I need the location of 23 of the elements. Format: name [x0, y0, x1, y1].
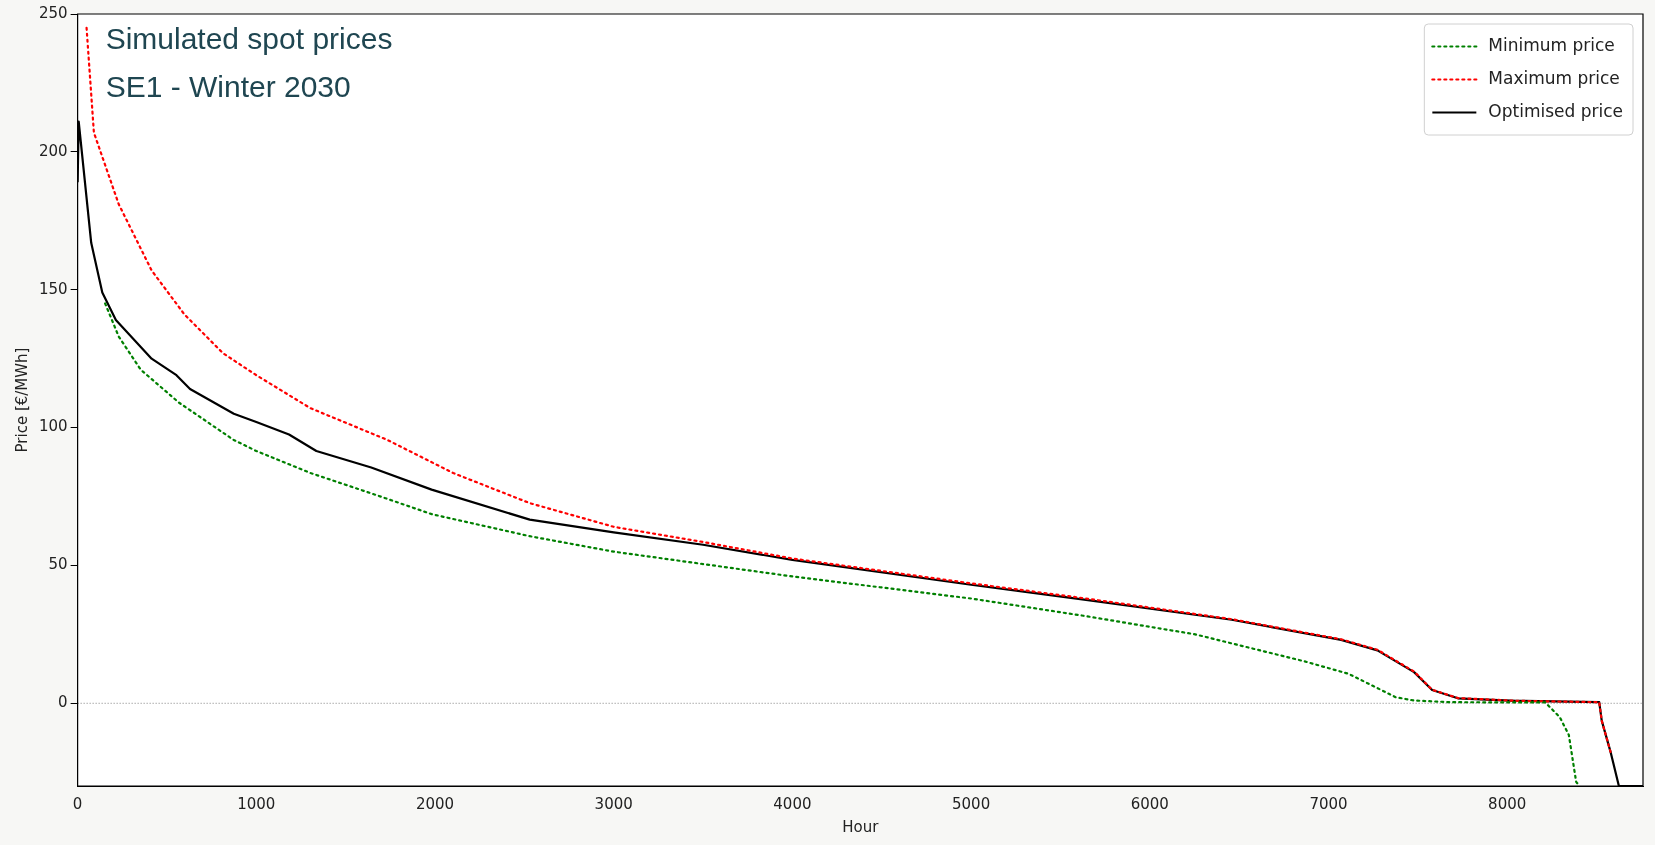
x-tick-label: 2000: [415, 794, 455, 813]
legend-label: Minimum price: [1488, 34, 1615, 55]
x-tick-label: 6000: [1130, 794, 1169, 813]
line-series: [104, 302, 1579, 785]
text: SE1 - Winter 2030: [105, 70, 351, 104]
y-tick-label: 0: [58, 693, 68, 712]
x-axis-title: Hour: [842, 817, 880, 836]
x-tick-label: 1000: [237, 794, 276, 813]
y-tick-label: 250: [38, 3, 68, 22]
y-tick-label: 50: [48, 555, 68, 574]
y-tick-label: 150: [38, 279, 68, 298]
x-tick-label: 7000: [1309, 794, 1348, 813]
x-tick-label: 3000: [594, 794, 633, 813]
legend-label: Maximum price: [1488, 67, 1620, 88]
x-tick-label: 4000: [773, 794, 812, 813]
x-tick-label: 5000: [952, 794, 991, 813]
y-tick-label: 100: [38, 417, 68, 436]
y-axis-title: Price [€/MWh]: [12, 347, 31, 453]
x-tick-label: 8000: [1488, 794, 1527, 813]
legend-label: Optimised price: [1488, 100, 1624, 121]
chart-title: Simulated spot prices: [105, 22, 393, 56]
x-tick-label: 0: [72, 794, 83, 813]
y-tick-label: 200: [38, 141, 68, 160]
